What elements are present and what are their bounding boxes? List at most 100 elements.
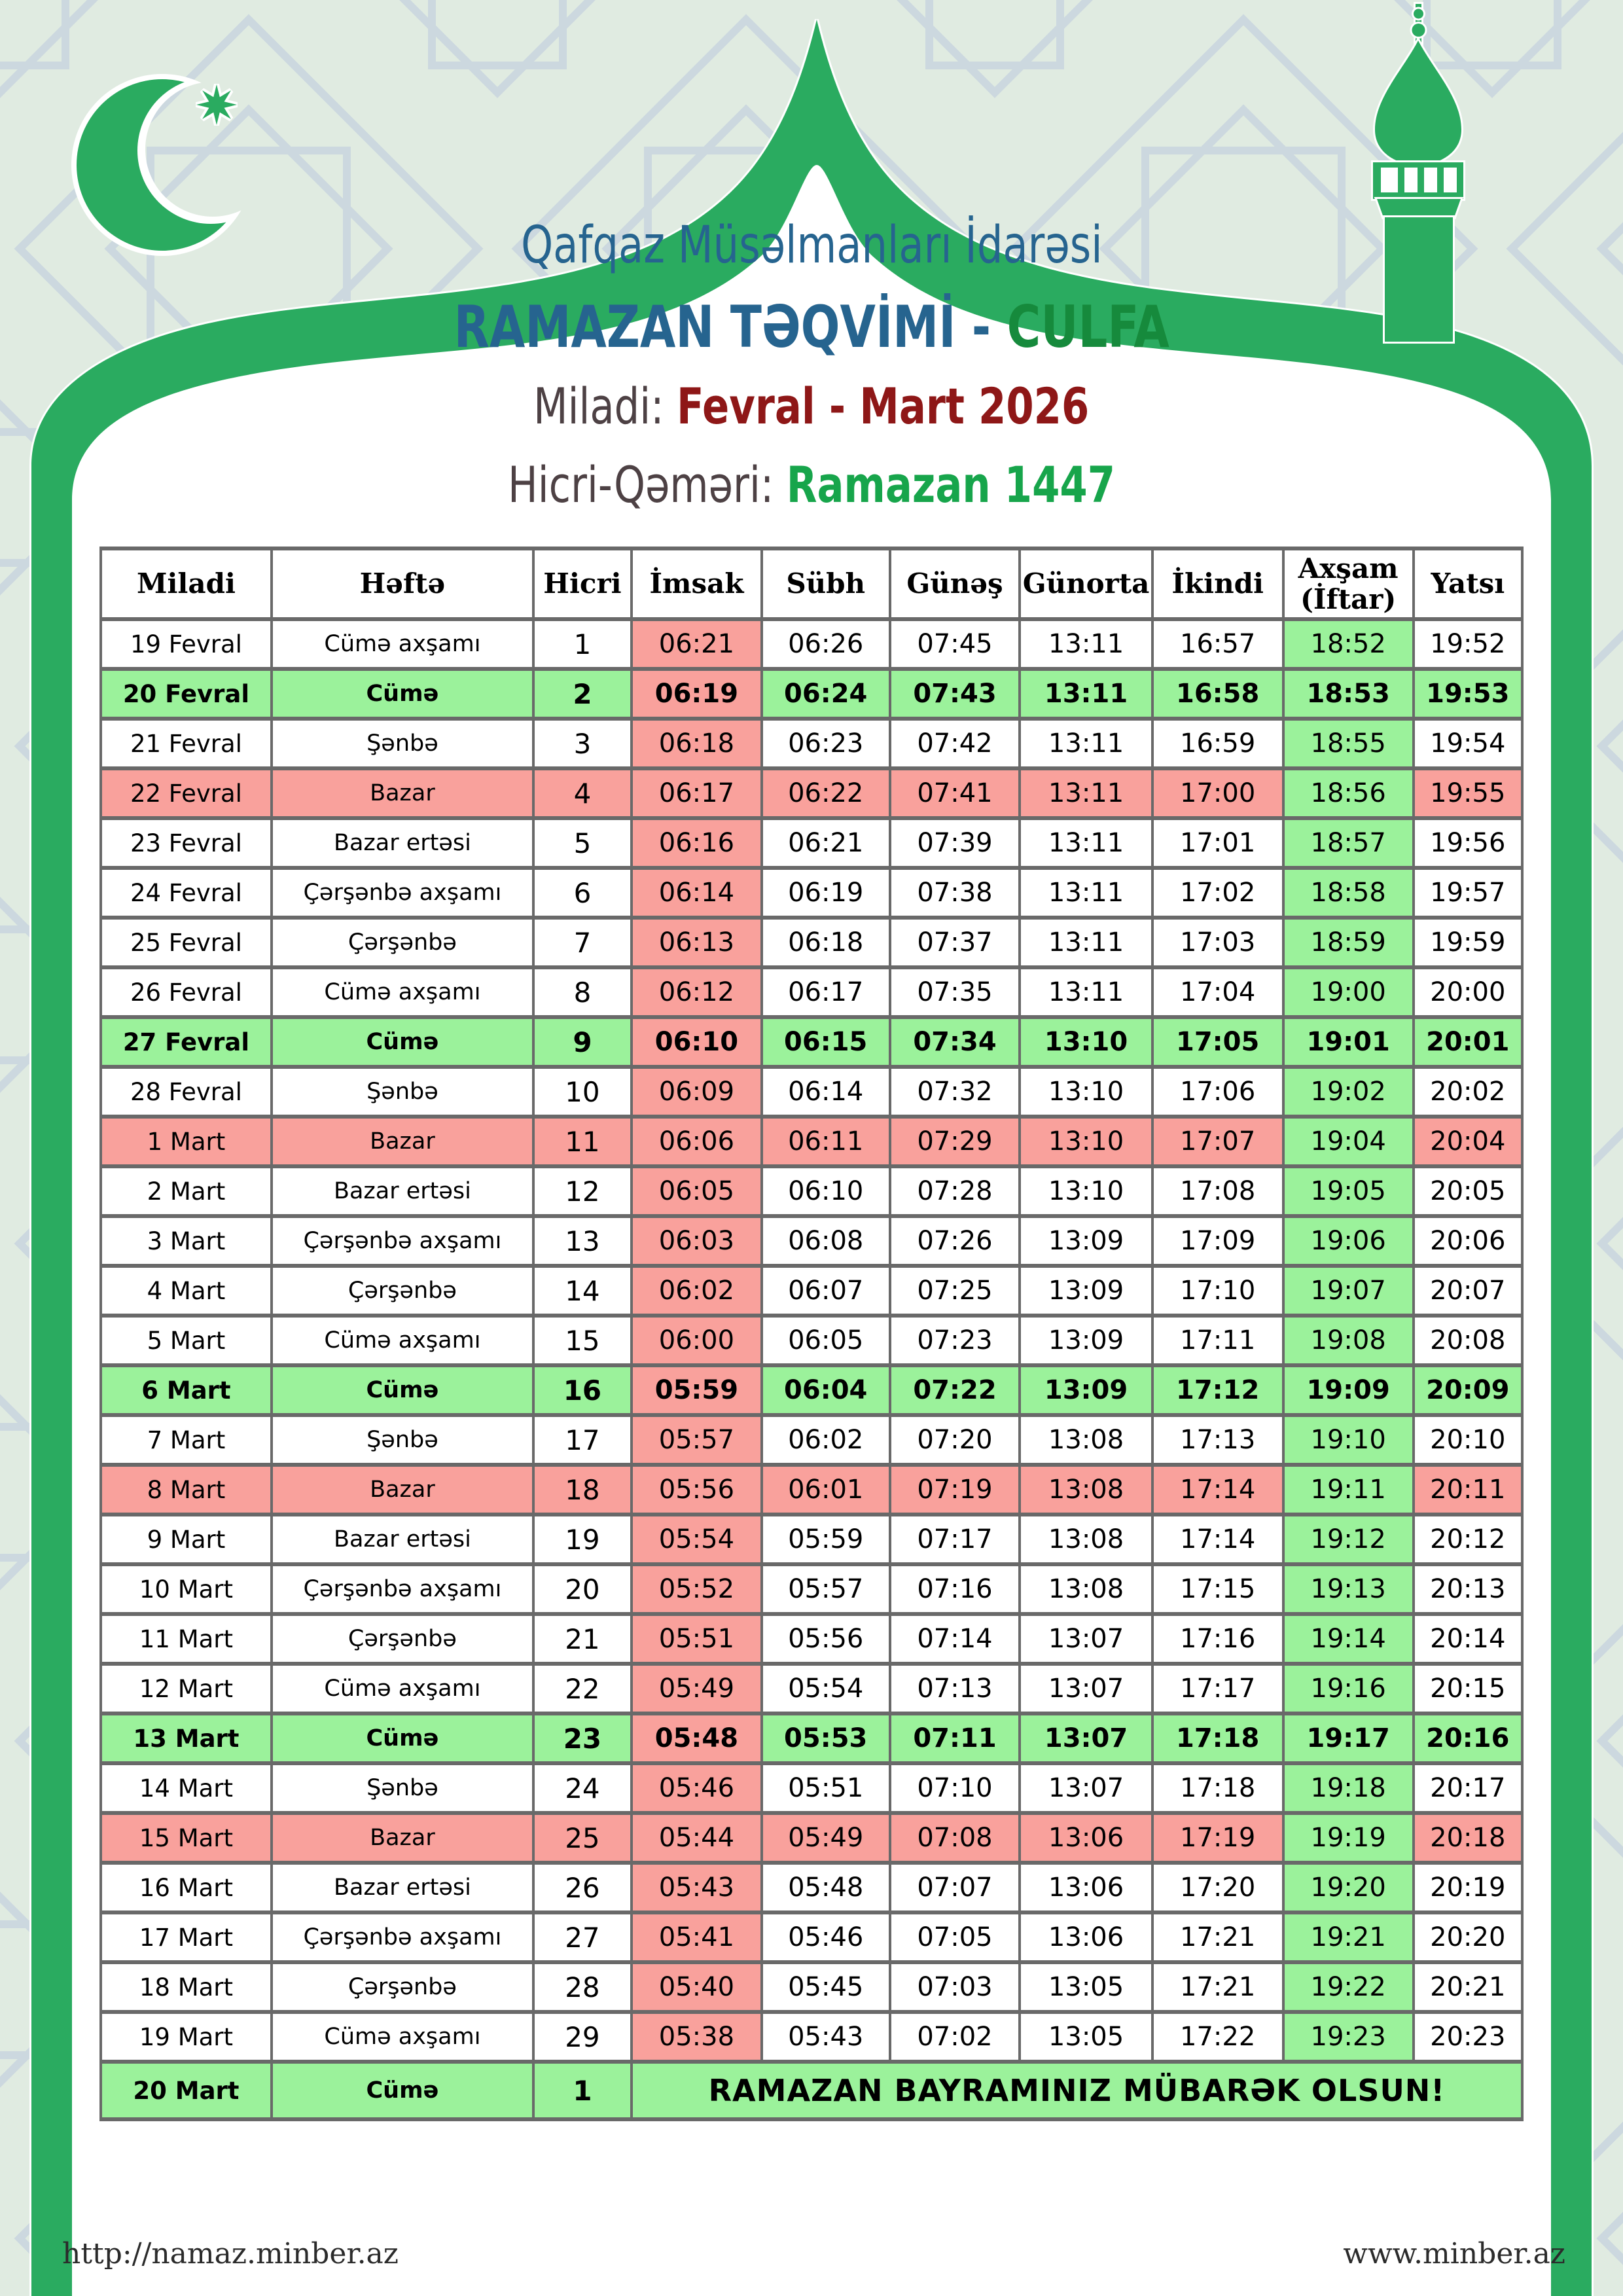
table-row: 9 Mart Bazar ertəsi 19 05:54 05:59 07:17 13:08… bbox=[99, 1513, 1524, 1566]
col-header-miladi: Miladi bbox=[99, 547, 273, 621]
table-row: 2 Mart Bazar ertəsi 12 06:05 06:10 07:28 13:10… bbox=[99, 1164, 1524, 1218]
cell-subh: 05:53 bbox=[760, 1712, 891, 1765]
cell-ikindi: 17:07 bbox=[1150, 1115, 1285, 1168]
cell-miladi: 10 Mart bbox=[99, 1562, 273, 1616]
cell-ikindi: 17:18 bbox=[1150, 1712, 1285, 1765]
cell-hicri: 29 bbox=[531, 2010, 633, 2064]
cell-subh: 05:59 bbox=[760, 1513, 891, 1566]
cell-yatsi: 20:04 bbox=[1412, 1115, 1524, 1168]
hicri-value: Ramazan 1447 bbox=[786, 456, 1115, 514]
cell-miladi: 12 Mart bbox=[99, 1662, 273, 1715]
cell-yatsi: 19:54 bbox=[1412, 717, 1524, 770]
cell-hefte: Bazar bbox=[270, 766, 535, 820]
cell-miladi: 26 Fevral bbox=[99, 965, 273, 1019]
table-row: 5 Mart Cümə axşamı 15 06:00 06:05 07:23 13:09 1… bbox=[99, 1314, 1524, 1367]
cell-aksam: 19:22 bbox=[1281, 1960, 1415, 2014]
cell-gunorta: 13:06 bbox=[1018, 1910, 1154, 1964]
cell-aksam: 19:08 bbox=[1281, 1314, 1415, 1367]
cell-gunes: 07:19 bbox=[888, 1463, 1022, 1516]
cell-gunes: 07:17 bbox=[888, 1513, 1022, 1566]
cell-imsak: 05:51 bbox=[630, 1612, 763, 1666]
cell-gunes: 07:13 bbox=[888, 1662, 1022, 1715]
cell-yatsi: 20:01 bbox=[1412, 1015, 1524, 1069]
cell-ikindi: 17:21 bbox=[1150, 1960, 1285, 2014]
cell-gunes: 07:23 bbox=[888, 1314, 1022, 1367]
cell-hefte: Cümə axşamı bbox=[270, 617, 535, 671]
footer-minber-url[interactable]: www.minber.az bbox=[1343, 2237, 1565, 2270]
cell-ikindi: 17:19 bbox=[1150, 1811, 1285, 1865]
cell-gunes: 07:45 bbox=[888, 617, 1022, 671]
cell-hicri: 1 bbox=[531, 2060, 633, 2121]
cell-gunorta: 13:11 bbox=[1018, 916, 1154, 969]
cell-imsak: 06:17 bbox=[630, 766, 763, 820]
minaret-icon bbox=[1371, 2, 1465, 344]
cell-aksam: 18:56 bbox=[1281, 766, 1415, 820]
col-header-aksam: Axşam (İftar) bbox=[1281, 547, 1415, 621]
cell-subh: 06:23 bbox=[760, 717, 891, 770]
table-row: 20 Mart Cümə 1 RAMAZAN BAYRAMINIZ MÜBARƏK O… bbox=[99, 2060, 1524, 2121]
table-row: 11 Mart Çərşənbə 21 05:51 05:56 07:14 13:07 17:… bbox=[99, 1612, 1524, 1666]
cell-gunes: 07:34 bbox=[888, 1015, 1022, 1069]
cell-hefte: Cümə bbox=[270, 1363, 535, 1417]
cell-subh: 05:46 bbox=[760, 1910, 891, 1964]
cell-yatsi: 20:06 bbox=[1412, 1214, 1524, 1268]
footer-namaz-url[interactable]: http://namaz.minber.az bbox=[62, 2237, 399, 2270]
cell-ikindi: 17:14 bbox=[1150, 1513, 1285, 1566]
cell-gunorta: 13:06 bbox=[1018, 1811, 1154, 1865]
table-row: 15 Mart Bazar 25 05:44 05:49 07:08 13:06 17:19 1… bbox=[99, 1811, 1524, 1865]
cell-imsak: 06:13 bbox=[630, 916, 763, 969]
cell-miladi: 9 Mart bbox=[99, 1513, 273, 1566]
cell-imsak: 05:57 bbox=[630, 1413, 763, 1467]
cell-yatsi: 20:10 bbox=[1412, 1413, 1524, 1467]
cell-miladi: 20 Fevral bbox=[99, 667, 273, 721]
cell-aksam: 19:17 bbox=[1281, 1712, 1415, 1765]
cell-aksam: 19:05 bbox=[1281, 1164, 1415, 1218]
cell-gunorta: 13:11 bbox=[1018, 965, 1154, 1019]
table-row: 28 Fevral Şənbə 10 06:09 06:14 07:32 13:10 17:0… bbox=[99, 1065, 1524, 1119]
cell-miladi: 24 Fevral bbox=[99, 866, 273, 920]
cell-yatsi: 20:16 bbox=[1412, 1712, 1524, 1765]
cell-gunorta: 13:07 bbox=[1018, 1662, 1154, 1715]
cell-imsak: 06:06 bbox=[630, 1115, 763, 1168]
cell-gunes: 07:38 bbox=[888, 866, 1022, 920]
cell-ikindi: 17:03 bbox=[1150, 916, 1285, 969]
cell-miladi: 21 Fevral bbox=[99, 717, 273, 770]
cell-imsak: 06:00 bbox=[630, 1314, 763, 1367]
cell-hefte: Bazar ertəsi bbox=[270, 1164, 535, 1218]
cell-hefte: Çərşənbə bbox=[270, 1264, 535, 1318]
cell-ikindi: 17:22 bbox=[1150, 2010, 1285, 2064]
cell-imsak: 05:54 bbox=[630, 1513, 763, 1566]
prayer-times-table-wrap: Miladi Həftə Hicri İmsak Sübh Günəş Güno… bbox=[99, 547, 1524, 2121]
table-row: 26 Fevral Cümə axşamı 8 06:12 06:17 07:35 13:1… bbox=[99, 965, 1524, 1019]
cell-imsak: 06:16 bbox=[630, 816, 763, 870]
cell-hefte: Bazar bbox=[270, 1463, 535, 1516]
cell-yatsi: 20:11 bbox=[1412, 1463, 1524, 1516]
cell-ikindi: 17:17 bbox=[1150, 1662, 1285, 1715]
cell-miladi: 16 Mart bbox=[99, 1861, 273, 1914]
cell-gunes: 07:28 bbox=[888, 1164, 1022, 1218]
cell-aksam: 19:09 bbox=[1281, 1363, 1415, 1417]
cell-miladi: 19 Fevral bbox=[99, 617, 273, 671]
cell-hicri: 28 bbox=[531, 1960, 633, 2014]
cell-ikindi: 17:09 bbox=[1150, 1214, 1285, 1268]
cell-miladi: 15 Mart bbox=[99, 1811, 273, 1865]
cell-hicri: 4 bbox=[531, 766, 633, 820]
cell-gunorta: 13:09 bbox=[1018, 1363, 1154, 1417]
cell-miladi: 20 Mart bbox=[99, 2060, 273, 2121]
cell-yatsi: 19:52 bbox=[1412, 617, 1524, 671]
cell-hefte: Cümə axşamı bbox=[270, 965, 535, 1019]
calendar-title-main: RAMAZAN TƏQVİMİ - bbox=[454, 293, 991, 361]
cell-ikindi: 16:59 bbox=[1150, 717, 1285, 770]
cell-ikindi: 17:11 bbox=[1150, 1314, 1285, 1367]
table-row: 24 Fevral Çərşənbə axşamı 6 06:14 06:19 07:38… bbox=[99, 866, 1524, 920]
cell-miladi: 14 Mart bbox=[99, 1761, 273, 1815]
cell-ikindi: 17:02 bbox=[1150, 866, 1285, 920]
cell-hefte: Çərşənbə bbox=[270, 916, 535, 969]
cell-hefte: Çərşənbə axşamı bbox=[270, 1562, 535, 1616]
table-row: 1 Mart Bazar 11 06:06 06:11 07:29 13:10 17:07 19… bbox=[99, 1115, 1524, 1168]
cell-miladi: 3 Mart bbox=[99, 1214, 273, 1268]
cell-gunorta: 13:09 bbox=[1018, 1214, 1154, 1268]
cell-imsak: 06:12 bbox=[630, 965, 763, 1019]
cell-subh: 05:45 bbox=[760, 1960, 891, 2014]
cell-yatsi: 19:59 bbox=[1412, 916, 1524, 969]
